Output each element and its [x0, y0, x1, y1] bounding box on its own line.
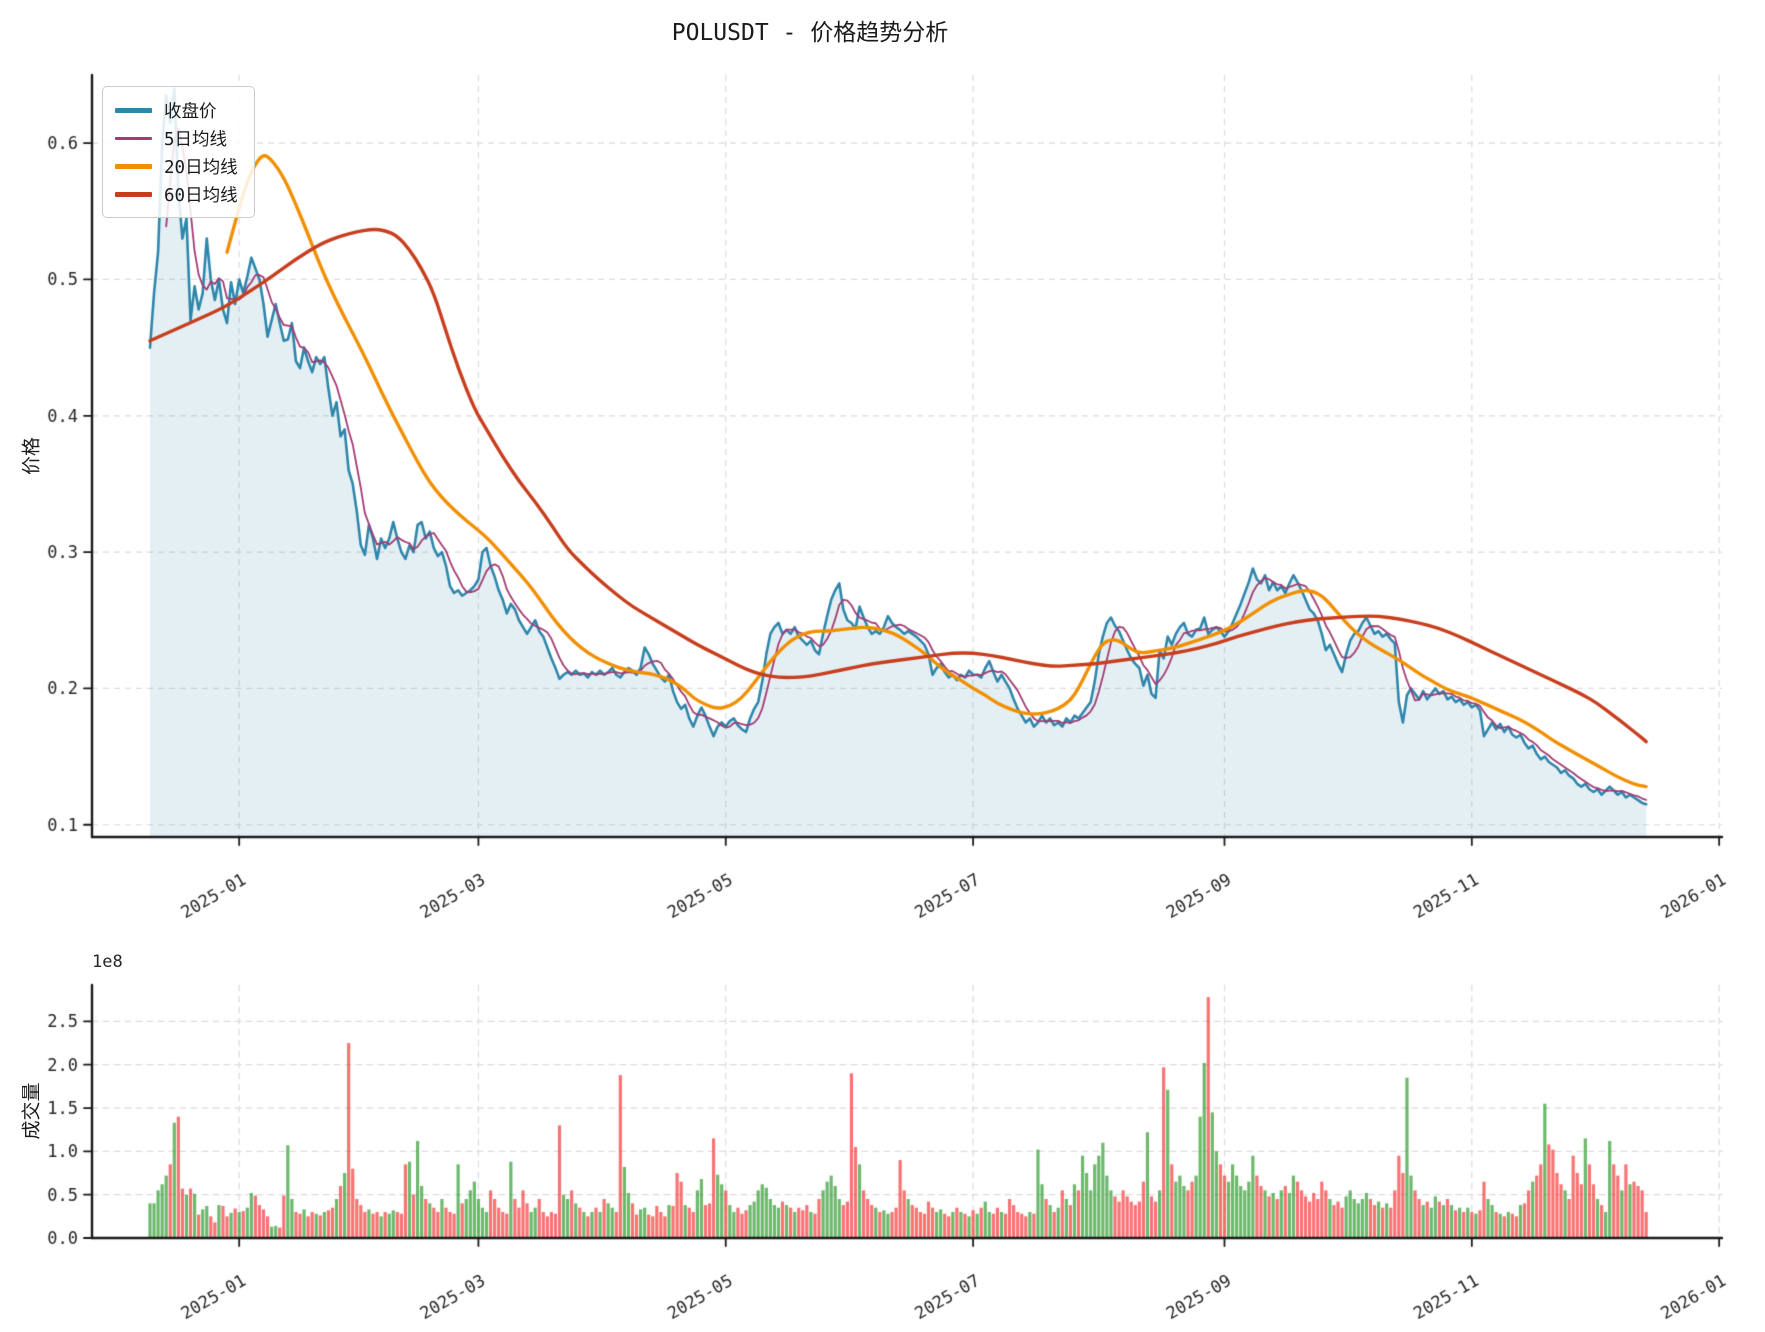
close-line-swatch — [115, 107, 152, 113]
ma5-line-swatch — [115, 136, 152, 140]
price-axis-label: 价格 — [20, 436, 43, 476]
legend-label: 20日均线 — [164, 157, 238, 178]
legend-label: 60日均线 — [164, 185, 238, 206]
legend-label: 5日均线 — [164, 129, 228, 150]
volume-axis-label: 成交量 — [20, 1082, 43, 1140]
legend-label: 收盘价 — [164, 101, 217, 122]
chart-title: POLUSDT - 价格趋势分析 — [671, 20, 949, 46]
ma20-line-swatch — [115, 163, 152, 169]
legend: 收盘价 5日均线 20日均线 60日均线 — [102, 86, 255, 218]
volume-offset-label: 1e8 — [92, 952, 123, 972]
legend-item-close: 收盘价 — [115, 96, 238, 124]
legend-item-ma5: 5日均线 — [115, 124, 238, 152]
legend-item-ma20: 20日均线 — [115, 152, 238, 180]
ma60-line-swatch — [115, 191, 152, 197]
legend-item-ma60: 60日均线 — [115, 180, 238, 208]
